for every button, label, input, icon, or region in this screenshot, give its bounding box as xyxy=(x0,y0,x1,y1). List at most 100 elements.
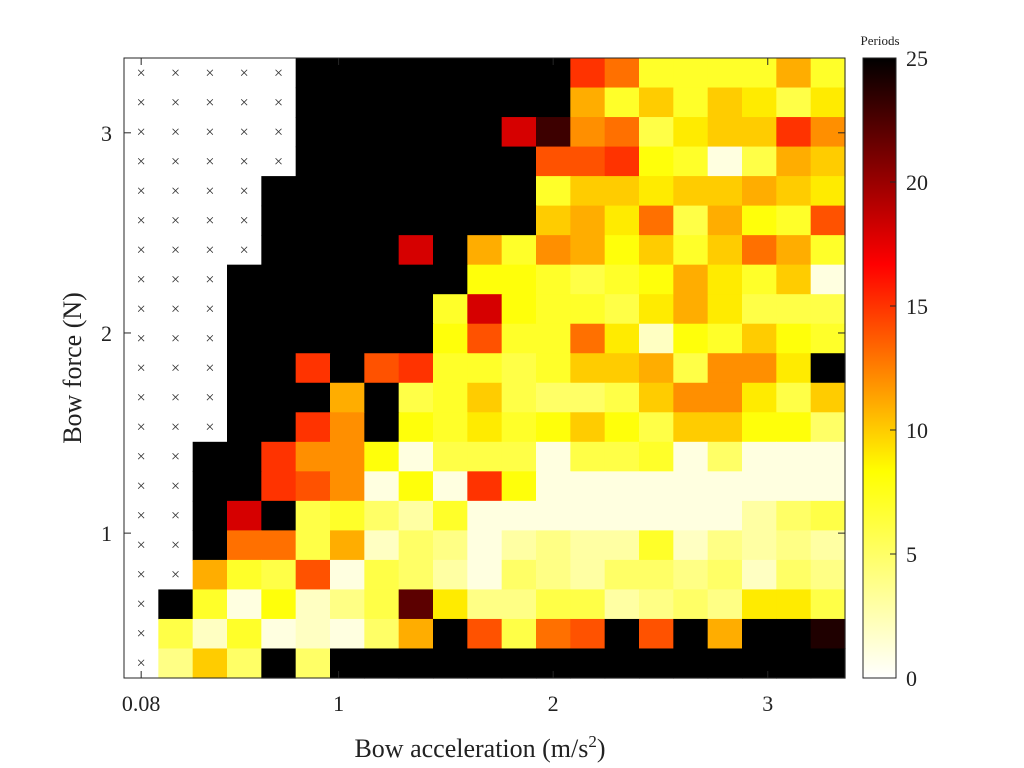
y-axis-ticks: 1 2 3 xyxy=(101,121,845,546)
heatmap-cell xyxy=(707,353,743,384)
heatmap-cell xyxy=(604,412,640,443)
heatmap-cell xyxy=(742,146,777,177)
heatmap-cell xyxy=(467,323,503,354)
missing-marker: × xyxy=(240,212,249,229)
heatmap-cell xyxy=(192,471,228,502)
heatmap-cell xyxy=(639,412,674,443)
heatmap-cell xyxy=(810,382,846,413)
heatmap-cell xyxy=(570,323,606,354)
colorbar-tick-label: 15 xyxy=(906,294,928,319)
heatmap-cell xyxy=(604,117,640,148)
heatmap-cell xyxy=(570,235,606,266)
heatmap-cell xyxy=(433,117,468,148)
heatmap-cell xyxy=(570,353,606,384)
heatmap-cell xyxy=(707,589,743,620)
missing-marker: × xyxy=(171,212,180,229)
heatmap-cell xyxy=(810,618,846,650)
heatmap-cell xyxy=(364,648,400,679)
heatmap-cell xyxy=(433,294,468,325)
heatmap-cell xyxy=(467,58,503,89)
heatmap-cell xyxy=(536,205,571,236)
heatmap-cell xyxy=(398,353,434,384)
missing-marker: × xyxy=(171,390,180,407)
heatmap-cell xyxy=(364,530,400,561)
heatmap-cell xyxy=(433,205,468,236)
missing-marker: × xyxy=(240,124,249,141)
heatmap-cell xyxy=(398,264,434,295)
heatmap-cell xyxy=(330,146,365,177)
heatmap-cell xyxy=(707,441,743,472)
heatmap-cell xyxy=(604,58,640,89)
heatmap-cell xyxy=(673,294,709,325)
heatmap-cell xyxy=(364,58,400,89)
heatmap-cell xyxy=(398,500,434,531)
heatmap-cell xyxy=(261,559,297,591)
heatmap-cell xyxy=(810,530,846,561)
heatmap-cell xyxy=(364,412,400,443)
heatmap-cell xyxy=(570,589,606,620)
heatmap-cell xyxy=(398,235,434,266)
heatmap-cell xyxy=(433,589,468,620)
heatmap-cell xyxy=(330,500,365,531)
heatmap-cell xyxy=(776,117,812,148)
heatmap-cell xyxy=(398,294,434,325)
heatmap-cell xyxy=(810,323,846,354)
heatmap-cell xyxy=(330,176,365,207)
heatmap-cell xyxy=(673,559,709,591)
heatmap-cell xyxy=(707,146,743,177)
heatmap-cell xyxy=(261,382,297,413)
missing-marker: × xyxy=(240,183,249,200)
missing-marker: × xyxy=(171,360,180,377)
heatmap-cell xyxy=(707,117,743,148)
heatmap-cell xyxy=(742,500,777,531)
heatmap-cell xyxy=(227,648,262,679)
heatmap-cell xyxy=(707,294,743,325)
heatmap-cell xyxy=(295,205,331,236)
heatmap-cell xyxy=(398,618,434,650)
heatmap-cell xyxy=(295,264,331,295)
missing-marker: × xyxy=(274,94,283,111)
heatmap-cell xyxy=(776,441,812,472)
heatmap-cell xyxy=(433,648,468,679)
colorbar-gradient xyxy=(862,57,897,679)
missing-marker: × xyxy=(171,271,180,288)
heatmap-cell xyxy=(604,205,640,236)
missing-marker: × xyxy=(171,419,180,436)
heatmap-cell xyxy=(776,530,812,561)
heatmap-cell xyxy=(639,353,674,384)
heatmap-cell xyxy=(158,648,194,679)
heatmap-cell xyxy=(604,530,640,561)
missing-marker: × xyxy=(137,360,146,377)
heatmap-cell xyxy=(467,618,503,650)
heatmap-cell xyxy=(810,117,846,148)
heatmap-cell xyxy=(639,441,674,472)
heatmap-cell xyxy=(604,294,640,325)
heatmap-cell xyxy=(295,294,331,325)
missing-marker: × xyxy=(205,271,214,288)
heatmap-cell xyxy=(295,58,331,89)
heatmap-cell xyxy=(639,471,674,502)
missing-marker: × xyxy=(240,242,249,259)
heatmap-cell xyxy=(261,412,297,443)
heatmap-cell xyxy=(192,500,228,531)
heatmap-cell xyxy=(673,353,709,384)
heatmap-cell xyxy=(364,117,400,148)
heatmap-cell xyxy=(776,176,812,207)
y-tick-label: 1 xyxy=(101,521,112,546)
heatmap-cell xyxy=(261,264,297,295)
heatmap-cell xyxy=(707,235,743,266)
heatmap-cell xyxy=(295,500,331,531)
heatmap-cell xyxy=(295,235,331,266)
heatmap-cell xyxy=(295,589,331,620)
heatmap-cell xyxy=(742,58,777,89)
heatmap-cell xyxy=(467,353,503,384)
heatmap-cell xyxy=(604,264,640,295)
missing-marker: × xyxy=(171,153,180,170)
heatmap-cell xyxy=(673,323,709,354)
heatmap-cell xyxy=(639,323,674,354)
heatmap-cell xyxy=(639,648,674,679)
heatmap-cell xyxy=(776,205,812,236)
heatmap-cell xyxy=(604,176,640,207)
missing-marker: × xyxy=(171,330,180,347)
heatmap-cell xyxy=(673,618,709,650)
